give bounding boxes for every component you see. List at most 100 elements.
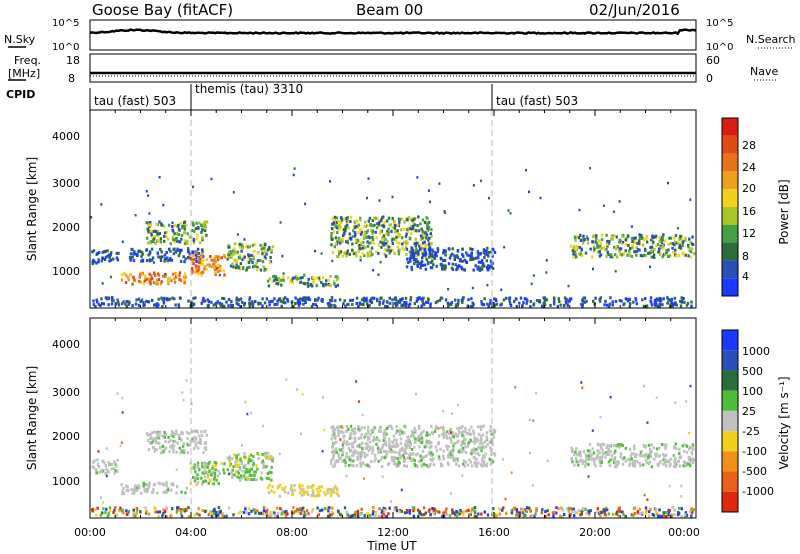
range-cell — [389, 424, 393, 428]
range-cell — [369, 254, 373, 258]
range-cell — [187, 506, 190, 510]
range-cell — [207, 481, 210, 485]
range-cell — [443, 210, 446, 213]
range-cell — [253, 243, 257, 247]
range-cell — [650, 245, 654, 249]
range-cell — [365, 302, 369, 306]
range-cell — [434, 425, 438, 429]
range-cell — [191, 301, 194, 305]
range-cell — [491, 261, 494, 265]
range-cell — [622, 240, 625, 244]
range-cell — [354, 239, 357, 243]
range-cell — [154, 303, 157, 307]
range-cell — [617, 460, 620, 464]
range-cell — [337, 494, 340, 498]
range-cell — [187, 255, 190, 259]
range-cell — [282, 278, 285, 282]
range-cell — [105, 507, 108, 511]
range-cell — [96, 300, 99, 304]
range-cell — [648, 510, 651, 514]
range-cell — [333, 441, 336, 445]
range-cell — [153, 448, 156, 452]
range-cell — [353, 231, 357, 235]
range-cell — [663, 461, 667, 465]
noise-panel: N.Sky 10^5 10^0 10^5 10^0 N.Search — [4, 18, 796, 53]
range-cell — [213, 507, 216, 511]
range-cell — [428, 252, 432, 256]
range-cell — [271, 456, 275, 460]
range-cell — [228, 471, 232, 475]
range-cell — [479, 446, 482, 450]
range-cell — [599, 415, 602, 419]
range-cell — [314, 303, 317, 307]
range-cell — [690, 304, 693, 308]
range-cell — [393, 438, 396, 442]
range-cell — [649, 245, 652, 249]
range-cell — [597, 244, 601, 248]
range-cell — [372, 506, 375, 510]
range-cell — [447, 304, 450, 308]
range-cell — [91, 465, 94, 469]
range-cell — [164, 273, 167, 276]
range-cell — [646, 421, 649, 424]
range-cell — [567, 284, 570, 288]
range-cell — [485, 462, 489, 466]
range-cell — [370, 228, 373, 232]
range-cell — [472, 268, 475, 272]
range-cell — [371, 439, 375, 443]
range-cell — [338, 241, 342, 245]
range-cell — [461, 252, 464, 256]
range-cell — [251, 304, 255, 308]
range-cell — [580, 381, 583, 384]
range-cell — [156, 510, 160, 514]
range-cell — [480, 449, 483, 453]
range-cell — [293, 488, 296, 492]
range-cell — [366, 251, 369, 255]
range-cell — [213, 261, 216, 265]
range-cell — [100, 203, 103, 206]
range-cell — [350, 514, 353, 518]
range-cell — [194, 264, 198, 268]
range-cell — [378, 220, 381, 224]
range-cell — [480, 300, 483, 304]
range-cell — [452, 444, 455, 448]
range-cell — [424, 511, 427, 515]
range-cell — [334, 275, 337, 279]
range-cell — [99, 304, 102, 307]
range-cell — [141, 252, 144, 256]
range-cell — [592, 249, 596, 253]
range-cell — [385, 300, 389, 304]
range-cell — [683, 513, 687, 517]
range-cell — [195, 429, 198, 433]
range-cell — [164, 490, 168, 494]
range-cell — [480, 437, 483, 441]
range-cell — [430, 424, 433, 428]
range-cell — [369, 432, 372, 436]
range-cell — [373, 223, 376, 227]
range-cell — [199, 258, 202, 262]
range-cell — [196, 481, 200, 485]
range-cell — [515, 305, 518, 308]
power-cbar-tick-12: 12 — [742, 227, 756, 240]
range-cell — [656, 243, 660, 247]
range-cell — [251, 474, 255, 477]
range-cell — [350, 459, 353, 463]
range-cell — [154, 507, 157, 510]
range-cell — [240, 474, 243, 478]
range-cell — [596, 456, 599, 460]
range-cell — [409, 259, 412, 263]
range-cell — [101, 250, 104, 254]
range-cell — [598, 456, 601, 460]
range-cell — [377, 450, 380, 454]
range-cell — [396, 231, 399, 235]
range-cell — [180, 279, 183, 283]
range-cell — [371, 448, 375, 452]
range-cell — [392, 434, 396, 438]
range-cell — [257, 302, 260, 306]
range-cell — [292, 506, 295, 510]
range-cell — [385, 455, 388, 459]
range-cell — [340, 218, 344, 222]
range-cell — [617, 514, 620, 517]
range-cell — [383, 449, 386, 453]
range-cell — [108, 253, 111, 257]
